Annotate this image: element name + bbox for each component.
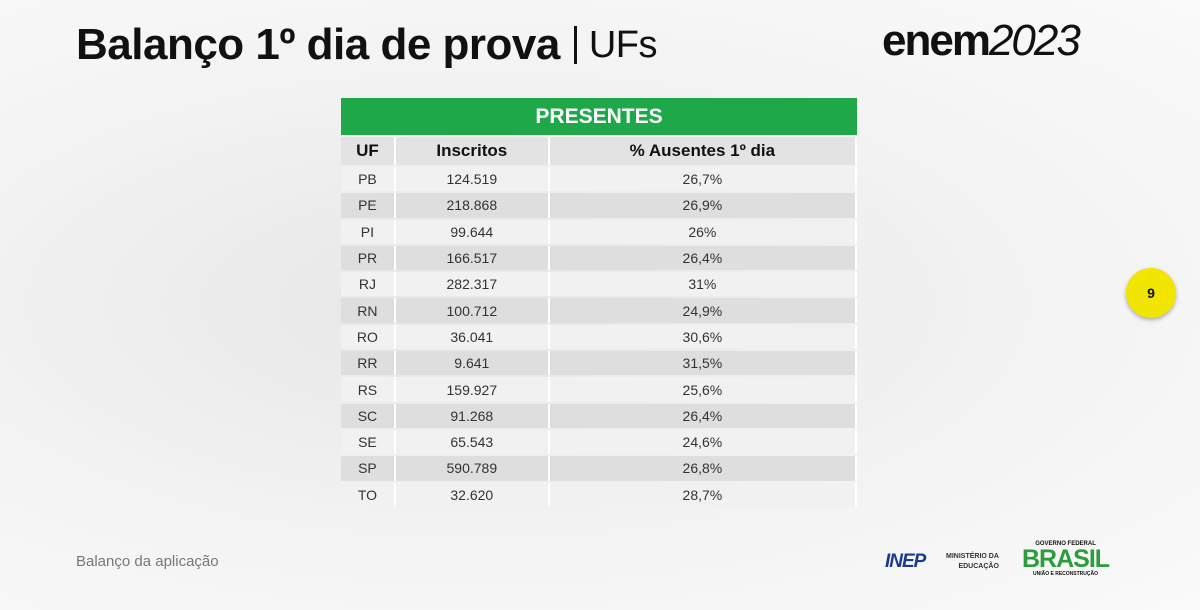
title-row: PRESENTES [341, 98, 857, 135]
ministry-logo: MINISTÉRIO DA EDUCAÇÃO [946, 552, 999, 572]
table-cell: 36.041 [395, 324, 550, 350]
logo-year: 2023 [988, 16, 1081, 65]
table-head: PRESENTES UF Inscritos% Ausentes 1º dia [341, 98, 857, 165]
table-cell: 28,7% [549, 482, 857, 507]
table-body: PB 124.519 26,7% PE 218.868 26,9% PI 99.644 26% P… [341, 167, 857, 507]
table-cell: PB [341, 167, 396, 192]
table-cell: 159.927 [395, 377, 550, 402]
table-cell: RS [341, 377, 396, 402]
government-logo: GOVERNO FEDERAL BRASIL UNIÃO E RECONSTRUÇÃ… [1022, 541, 1110, 577]
table-row: PR 166.517 26,4% [341, 245, 857, 271]
table-row: TO 32.620 28,7% [341, 482, 857, 507]
table-cell: 166.517 [395, 245, 550, 271]
table-title: PRESENTES [341, 98, 857, 135]
table-row: PE 218.868 26,9% [341, 193, 857, 218]
table-cell: RR [341, 351, 396, 376]
table-cell: 282.317 [395, 272, 550, 297]
table-cell: 24,9% [549, 298, 857, 323]
table-cell: 32.620 [395, 482, 550, 507]
footer-text: Balanço da aplicação [76, 553, 219, 570]
table-cell: 26% [549, 219, 857, 244]
logo-word: enem [882, 16, 991, 65]
table-row: RS 159.927 25,6% [341, 377, 857, 402]
table-cell: 218.868 [395, 193, 550, 218]
title: Balanço 1º dia de prova [76, 20, 560, 69]
table-row: SE 65.543 24,6% [341, 429, 857, 455]
inep-logo: INEP [885, 551, 926, 572]
gov-motto: UNIÃO E RECONSTRUÇÃO [1033, 571, 1099, 577]
table-cell: 31,5% [549, 351, 857, 376]
ministry-line: MINISTÉRIO DA [946, 553, 999, 560]
table-row: RR 9.641 31,5% [341, 351, 857, 376]
table-cell: PR [341, 245, 396, 271]
header-row: UF Inscritos% Ausentes 1º dia [341, 137, 857, 165]
table-row: PI 99.644 26% [341, 219, 857, 244]
table-cell: 24,6% [549, 429, 857, 455]
column-header: Inscritos [395, 137, 550, 165]
table-row: PB 124.519 26,7% [341, 167, 857, 192]
table-cell: RO [341, 324, 396, 350]
table-cell: 65.543 [395, 429, 550, 455]
enem-logo: enem2023 [882, 16, 1081, 66]
subtitle: UFs [573, 26, 658, 64]
table-cell: SE [341, 429, 396, 455]
table-cell: SC [341, 403, 396, 428]
table-cell: 9.641 [395, 351, 550, 376]
table-row: RJ 282.317 31% [341, 272, 857, 297]
table-cell: RJ [341, 272, 396, 297]
column-header: UF [341, 137, 396, 165]
page-number: 9 [1126, 268, 1176, 318]
table-cell: RN [341, 298, 396, 323]
gov-name: BRASIL [1022, 545, 1110, 573]
table-cell: 26,4% [549, 403, 857, 428]
title-block: Balanço 1º dia de prova UFs [76, 20, 658, 70]
table-cell: 26,8% [549, 456, 857, 481]
table-cell: SP [341, 456, 396, 481]
table-cell: TO [341, 482, 396, 507]
table-cell: 124.519 [395, 167, 550, 192]
gov-top: GOVERNO FEDERAL [1035, 541, 1096, 547]
table-cell: 91.268 [395, 403, 550, 428]
table-cell: 25,6% [549, 377, 857, 402]
table-cell: 26,7% [549, 167, 857, 192]
table-cell: 31% [549, 272, 857, 297]
table-cell: 99.644 [395, 219, 550, 244]
table: PRESENTES UF Inscritos% Ausentes 1º dia P… [341, 96, 857, 509]
table-row: SC 91.268 26,4% [341, 403, 857, 428]
table-row: RN 100.712 24,9% [341, 298, 857, 323]
table-cell: 26,4% [549, 245, 857, 271]
table-cell: PE [341, 193, 396, 218]
table-cell: 100.712 [395, 298, 550, 323]
table-cell: 26,9% [549, 193, 857, 218]
table-row: SP 590.789 26,8% [341, 456, 857, 481]
table-row: RO 36.041 30,6% [341, 324, 857, 350]
ministry-line: EDUCAÇÃO [958, 563, 999, 570]
table-cell: 590.789 [395, 456, 550, 481]
table-cell: PI [341, 219, 396, 244]
column-header: % Ausentes 1º dia [549, 137, 857, 165]
table-cell: 30,6% [549, 324, 857, 350]
